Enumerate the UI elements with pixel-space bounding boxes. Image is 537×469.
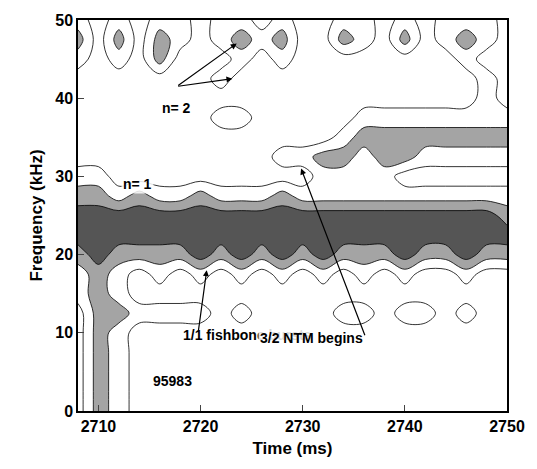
svg-text:10: 10 [55,324,73,341]
svg-text:40: 40 [55,90,73,107]
svg-text:n= 1: n= 1 [123,176,152,192]
svg-text:95983: 95983 [153,373,192,389]
svg-text:30: 30 [55,168,73,185]
svg-text:1/1 fishbone bursts: 1/1 fishbone bursts [183,327,312,343]
svg-text:2750: 2750 [489,418,525,435]
svg-text:0: 0 [64,403,73,420]
svg-text:2710: 2710 [81,418,117,435]
svg-text:3/2 NTM begins: 3/2 NTM begins [260,330,363,346]
svg-text:n= 2: n= 2 [162,100,191,116]
svg-text:Time (ms): Time (ms) [253,439,333,458]
svg-text:2740: 2740 [387,418,423,435]
svg-text:2720: 2720 [183,418,219,435]
svg-text:Frequency (kHz): Frequency (kHz) [27,149,46,281]
svg-text:2730: 2730 [285,418,321,435]
svg-text:20: 20 [55,246,73,263]
svg-text:50: 50 [55,12,73,29]
